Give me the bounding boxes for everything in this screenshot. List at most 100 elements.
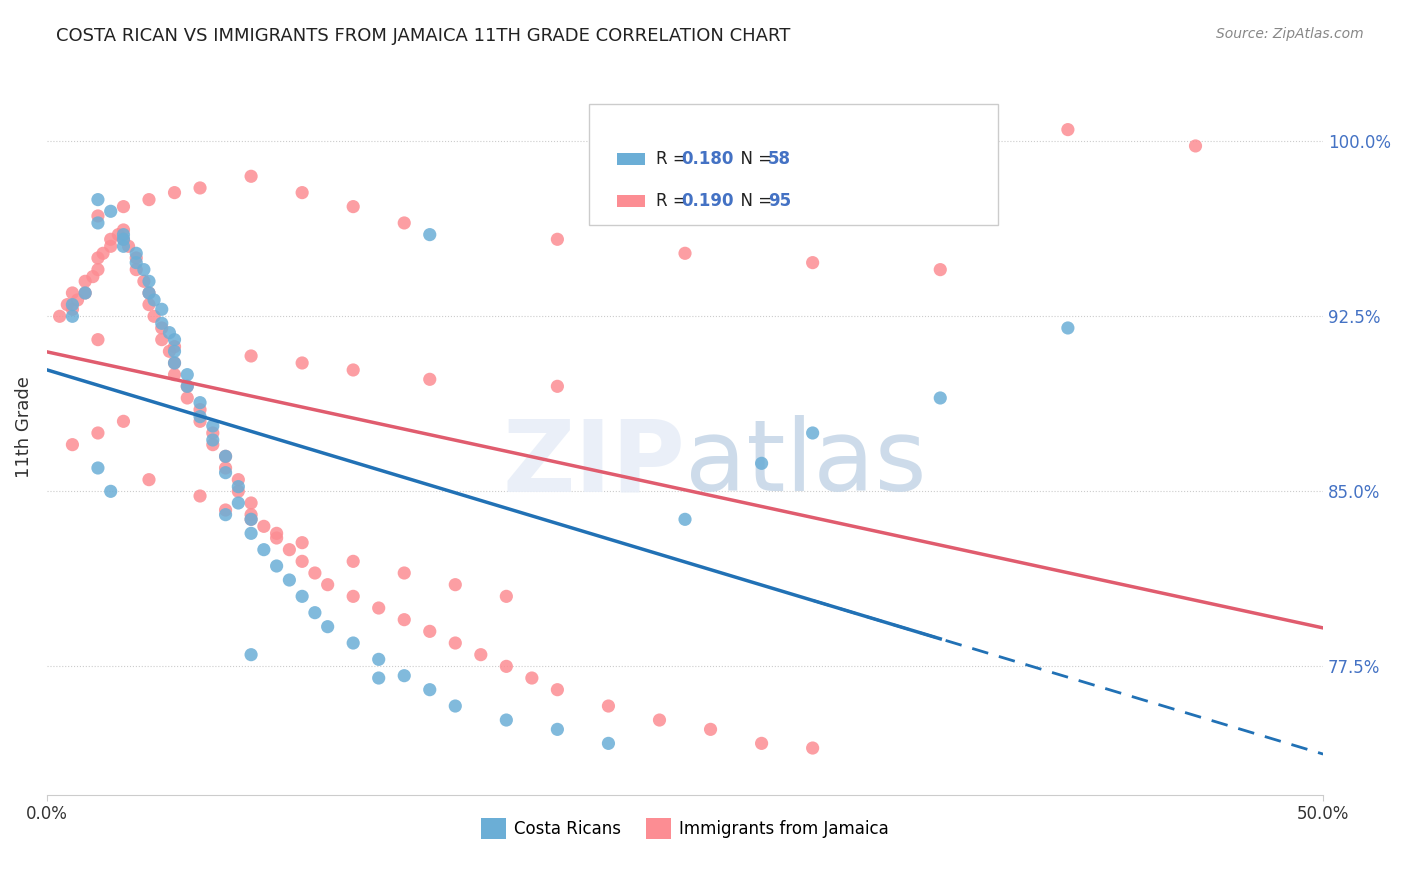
Immigrants from Jamaica [62,285,84,300]
Immigrants from Jamaica [87,209,110,223]
Costa Ricans [188,409,211,424]
Costa Ricans [240,512,263,526]
Immigrants from Jamaica [66,293,89,307]
Immigrants from Jamaica [112,232,135,246]
Immigrants from Jamaica [138,473,160,487]
Text: 0.180: 0.180 [681,150,734,168]
Immigrants from Jamaica [495,659,517,673]
Immigrants from Jamaica [801,741,824,756]
Costa Ricans [87,461,110,475]
Immigrants from Jamaica [394,216,416,230]
Costa Ricans [163,344,186,359]
Costa Ricans [546,723,568,737]
Immigrants from Jamaica [201,425,224,440]
Immigrants from Jamaica [929,262,952,277]
Costa Ricans [138,285,160,300]
Immigrants from Jamaica [87,251,110,265]
Immigrants from Jamaica [419,372,441,386]
Costa Ricans [100,204,122,219]
Costa Ricans [291,590,314,604]
Immigrants from Jamaica [253,519,276,533]
Immigrants from Jamaica [240,349,263,363]
Costa Ricans [394,668,416,682]
Costa Ricans [1057,321,1080,335]
Text: 95: 95 [768,192,792,210]
Immigrants from Jamaica [188,489,211,503]
Immigrants from Jamaica [240,169,263,184]
Costa Ricans [100,484,122,499]
Immigrants from Jamaica [419,624,441,639]
Costa Ricans [62,298,84,312]
Immigrants from Jamaica [138,193,160,207]
Immigrants from Jamaica [157,344,180,359]
Costa Ricans [253,542,276,557]
Immigrants from Jamaica [291,356,314,370]
Immigrants from Jamaica [112,414,135,428]
Immigrants from Jamaica [163,368,186,382]
Immigrants from Jamaica [291,554,314,568]
Immigrants from Jamaica [143,310,166,324]
Costa Ricans [673,512,696,526]
Immigrants from Jamaica [188,181,211,195]
Immigrants from Jamaica [240,512,263,526]
Costa Ricans [266,559,288,574]
Immigrants from Jamaica [48,310,70,324]
Immigrants from Jamaica [673,246,696,260]
Text: ZIP: ZIP [502,416,685,512]
Immigrants from Jamaica [291,186,314,200]
Costa Ricans [132,262,155,277]
Text: Source: ZipAtlas.com: Source: ZipAtlas.com [1216,27,1364,41]
Costa Ricans [163,356,186,370]
Immigrants from Jamaica [394,613,416,627]
Text: R =: R = [655,192,692,210]
Costa Ricans [188,395,211,409]
Costa Ricans [176,379,198,393]
Text: atlas: atlas [685,416,927,512]
Costa Ricans [75,285,97,300]
Costa Ricans [143,293,166,307]
Immigrants from Jamaica [82,269,104,284]
Immigrants from Jamaica [132,274,155,288]
Immigrants from Jamaica [751,736,773,750]
Costa Ricans [367,671,389,685]
Immigrants from Jamaica [291,535,314,549]
Immigrants from Jamaica [107,227,129,242]
Immigrants from Jamaica [278,542,301,557]
Immigrants from Jamaica [125,262,148,277]
Immigrants from Jamaica [598,699,620,714]
Costa Ricans [240,648,263,662]
Immigrants from Jamaica [444,577,467,591]
Immigrants from Jamaica [699,723,721,737]
Immigrants from Jamaica [316,577,339,591]
Immigrants from Jamaica [188,402,211,417]
FancyBboxPatch shape [589,103,998,225]
Costa Ricans [62,310,84,324]
Immigrants from Jamaica [138,298,160,312]
Costa Ricans [125,255,148,269]
Immigrants from Jamaica [342,554,364,568]
Immigrants from Jamaica [91,246,114,260]
Immigrants from Jamaica [125,251,148,265]
Costa Ricans [929,391,952,405]
Immigrants from Jamaica [62,302,84,317]
Text: R =: R = [655,150,692,168]
Immigrants from Jamaica [228,473,250,487]
Costa Ricans [157,326,180,340]
Immigrants from Jamaica [100,239,122,253]
Costa Ricans [112,227,135,242]
Immigrants from Jamaica [801,255,824,269]
Costa Ricans [598,736,620,750]
Text: N =: N = [730,192,778,210]
Y-axis label: 11th Grade: 11th Grade [15,376,32,478]
Costa Ricans [801,425,824,440]
Immigrants from Jamaica [214,461,236,475]
Costa Ricans [240,526,263,541]
Costa Ricans [87,216,110,230]
Costa Ricans [304,606,326,620]
Costa Ricans [163,333,186,347]
Immigrants from Jamaica [240,496,263,510]
Legend: Costa Ricans, Immigrants from Jamaica: Costa Ricans, Immigrants from Jamaica [474,812,896,846]
Costa Ricans [214,508,236,522]
Costa Ricans [125,246,148,260]
Immigrants from Jamaica [214,503,236,517]
